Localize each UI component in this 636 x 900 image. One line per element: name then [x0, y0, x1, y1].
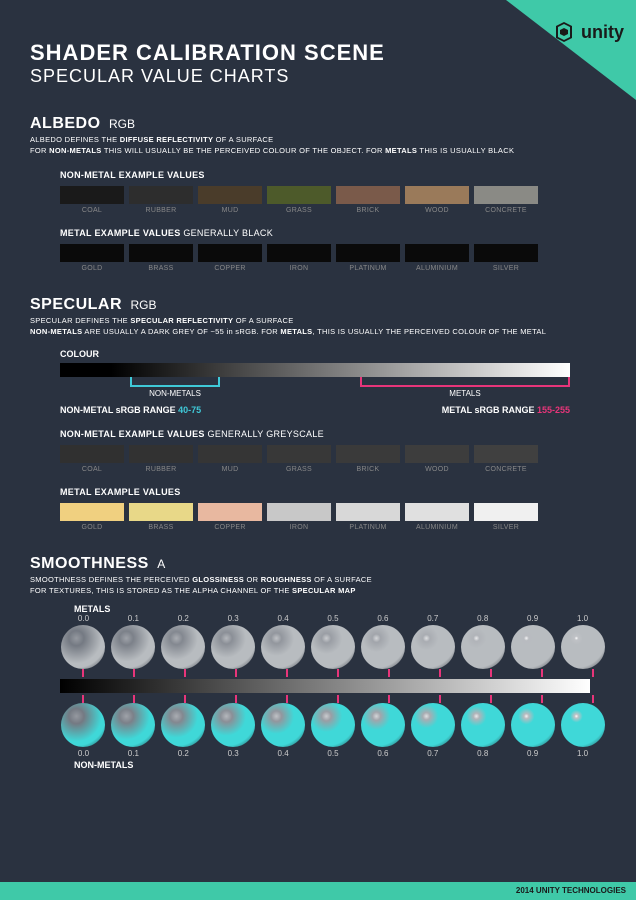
swatch: GRASS	[267, 186, 331, 214]
swatch: CONCRETE	[474, 445, 538, 473]
swatch: CONCRETE	[474, 186, 538, 214]
footer: 2014 UNITY TECHNOLOGIES	[0, 882, 636, 900]
sphere-item: 0.6	[359, 614, 406, 669]
sphere-item: 0.1	[110, 614, 157, 669]
swatch: MUD	[198, 445, 262, 473]
sphere-item: 0.0	[60, 614, 107, 669]
sphere-item: 0.2	[160, 703, 207, 758]
swatch: GRASS	[267, 445, 331, 473]
ticks-top	[60, 669, 606, 677]
swatch: COAL	[60, 445, 124, 473]
swatch: MUD	[198, 186, 262, 214]
unity-logo: unity	[552, 20, 624, 44]
sphere-item: 0.4	[260, 703, 307, 758]
nonmetals-label: NON-METALS	[74, 760, 606, 770]
sphere-item: 0.5	[310, 614, 357, 669]
swatch: RUBBER	[129, 445, 193, 473]
specular-desc: SPECULAR DEFINES THE SPECULAR REFLECTIVI…	[30, 316, 606, 337]
smoothness-desc: SMOOTHNESS DEFINES THE PERCEIVED GLOSSIN…	[30, 575, 606, 596]
sphere-item: 1.0	[559, 703, 606, 758]
brand-text: unity	[581, 22, 624, 43]
albedo-header: ALBEDO RGB	[30, 115, 606, 133]
sphere-item: 0.7	[409, 703, 456, 758]
swatch: WOOD	[405, 186, 469, 214]
nonmetal-spheres: 0.00.10.20.30.40.50.60.70.80.91.0	[60, 703, 606, 758]
albedo-desc: ALBEDO DEFINES THE DIFFUSE REFLECTIVITY …	[30, 135, 606, 156]
corner-badge	[506, 0, 636, 100]
swatch: COPPER	[198, 503, 262, 531]
unity-icon	[552, 20, 576, 44]
swatch: SILVER	[474, 244, 538, 272]
specular-nonmetal-header: NON-METAL EXAMPLE VALUES GENERALLY GREYS…	[60, 429, 606, 439]
albedo-nonmetal-header: NON-METAL EXAMPLE VALUES	[60, 170, 606, 180]
smoothness-bar	[60, 679, 590, 693]
swatch: PLATINUM	[336, 503, 400, 531]
sphere-item: 0.3	[210, 703, 257, 758]
swatch: PLATINUM	[336, 244, 400, 272]
sphere-item: 0.3	[210, 614, 257, 669]
bracket-row: NON-METALS METALS	[60, 377, 570, 401]
swatch: ALUMINIUM	[405, 244, 469, 272]
swatch: GOLD	[60, 503, 124, 531]
swatch: BRICK	[336, 445, 400, 473]
swatch: BRASS	[129, 244, 193, 272]
swatch: BRASS	[129, 503, 193, 531]
nonmetal-range: NON-METAL sRGB RANGE 40-75	[60, 405, 201, 415]
metals-label: METALS	[74, 604, 606, 614]
smoothness-header: SMOOTHNESS A	[30, 555, 606, 573]
sphere-item: 0.8	[459, 703, 506, 758]
range-row: NON-METAL sRGB RANGE 40-75 METAL sRGB RA…	[60, 405, 570, 415]
swatch: IRON	[267, 503, 331, 531]
sphere-item: 0.9	[509, 614, 556, 669]
swatch: COAL	[60, 186, 124, 214]
swatch: WOOD	[405, 445, 469, 473]
sphere-item: 0.1	[110, 703, 157, 758]
swatch: IRON	[267, 244, 331, 272]
metal-bracket: METALS	[360, 377, 570, 387]
swatch: BRICK	[336, 186, 400, 214]
specular-nonmetal-swatches: COALRUBBERMUDGRASSBRICKWOODCONCRETE	[60, 445, 606, 473]
sphere-item: 0.6	[359, 703, 406, 758]
sphere-item: 0.5	[310, 703, 357, 758]
swatch: GOLD	[60, 244, 124, 272]
sphere-item: 0.2	[160, 614, 207, 669]
specular-metal-swatches: GOLDBRASSCOPPERIRONPLATINUMALUMINIUMSILV…	[60, 503, 606, 531]
ticks-bottom	[60, 695, 606, 703]
albedo-nonmetal-swatches: COALRUBBERMUDGRASSBRICKWOODCONCRETE	[60, 186, 606, 214]
sphere-item: 0.7	[409, 614, 456, 669]
sphere-item: 0.9	[509, 703, 556, 758]
swatch: COPPER	[198, 244, 262, 272]
albedo-metal-swatches: GOLDBRASSCOPPERIRONPLATINUMALUMINIUMSILV…	[60, 244, 606, 272]
specular-header: SPECULAR RGB	[30, 296, 606, 314]
specular-metal-header: METAL EXAMPLE VALUES	[60, 487, 606, 497]
colour-label: COLOUR	[60, 349, 606, 359]
metal-spheres: 0.00.10.20.30.40.50.60.70.80.91.0	[60, 614, 606, 669]
metal-range: METAL sRGB RANGE 155-255	[442, 405, 570, 415]
swatch: ALUMINIUM	[405, 503, 469, 531]
swatch: RUBBER	[129, 186, 193, 214]
sphere-item: 1.0	[559, 614, 606, 669]
specular-gradient	[60, 363, 570, 377]
sphere-item: 0.4	[260, 614, 307, 669]
sphere-item: 0.8	[459, 614, 506, 669]
swatch: SILVER	[474, 503, 538, 531]
albedo-metal-header: METAL EXAMPLE VALUES GENERALLY BLACK	[60, 228, 606, 238]
sphere-item: 0.0	[60, 703, 107, 758]
nonmetal-bracket: NON-METALS	[130, 377, 220, 387]
